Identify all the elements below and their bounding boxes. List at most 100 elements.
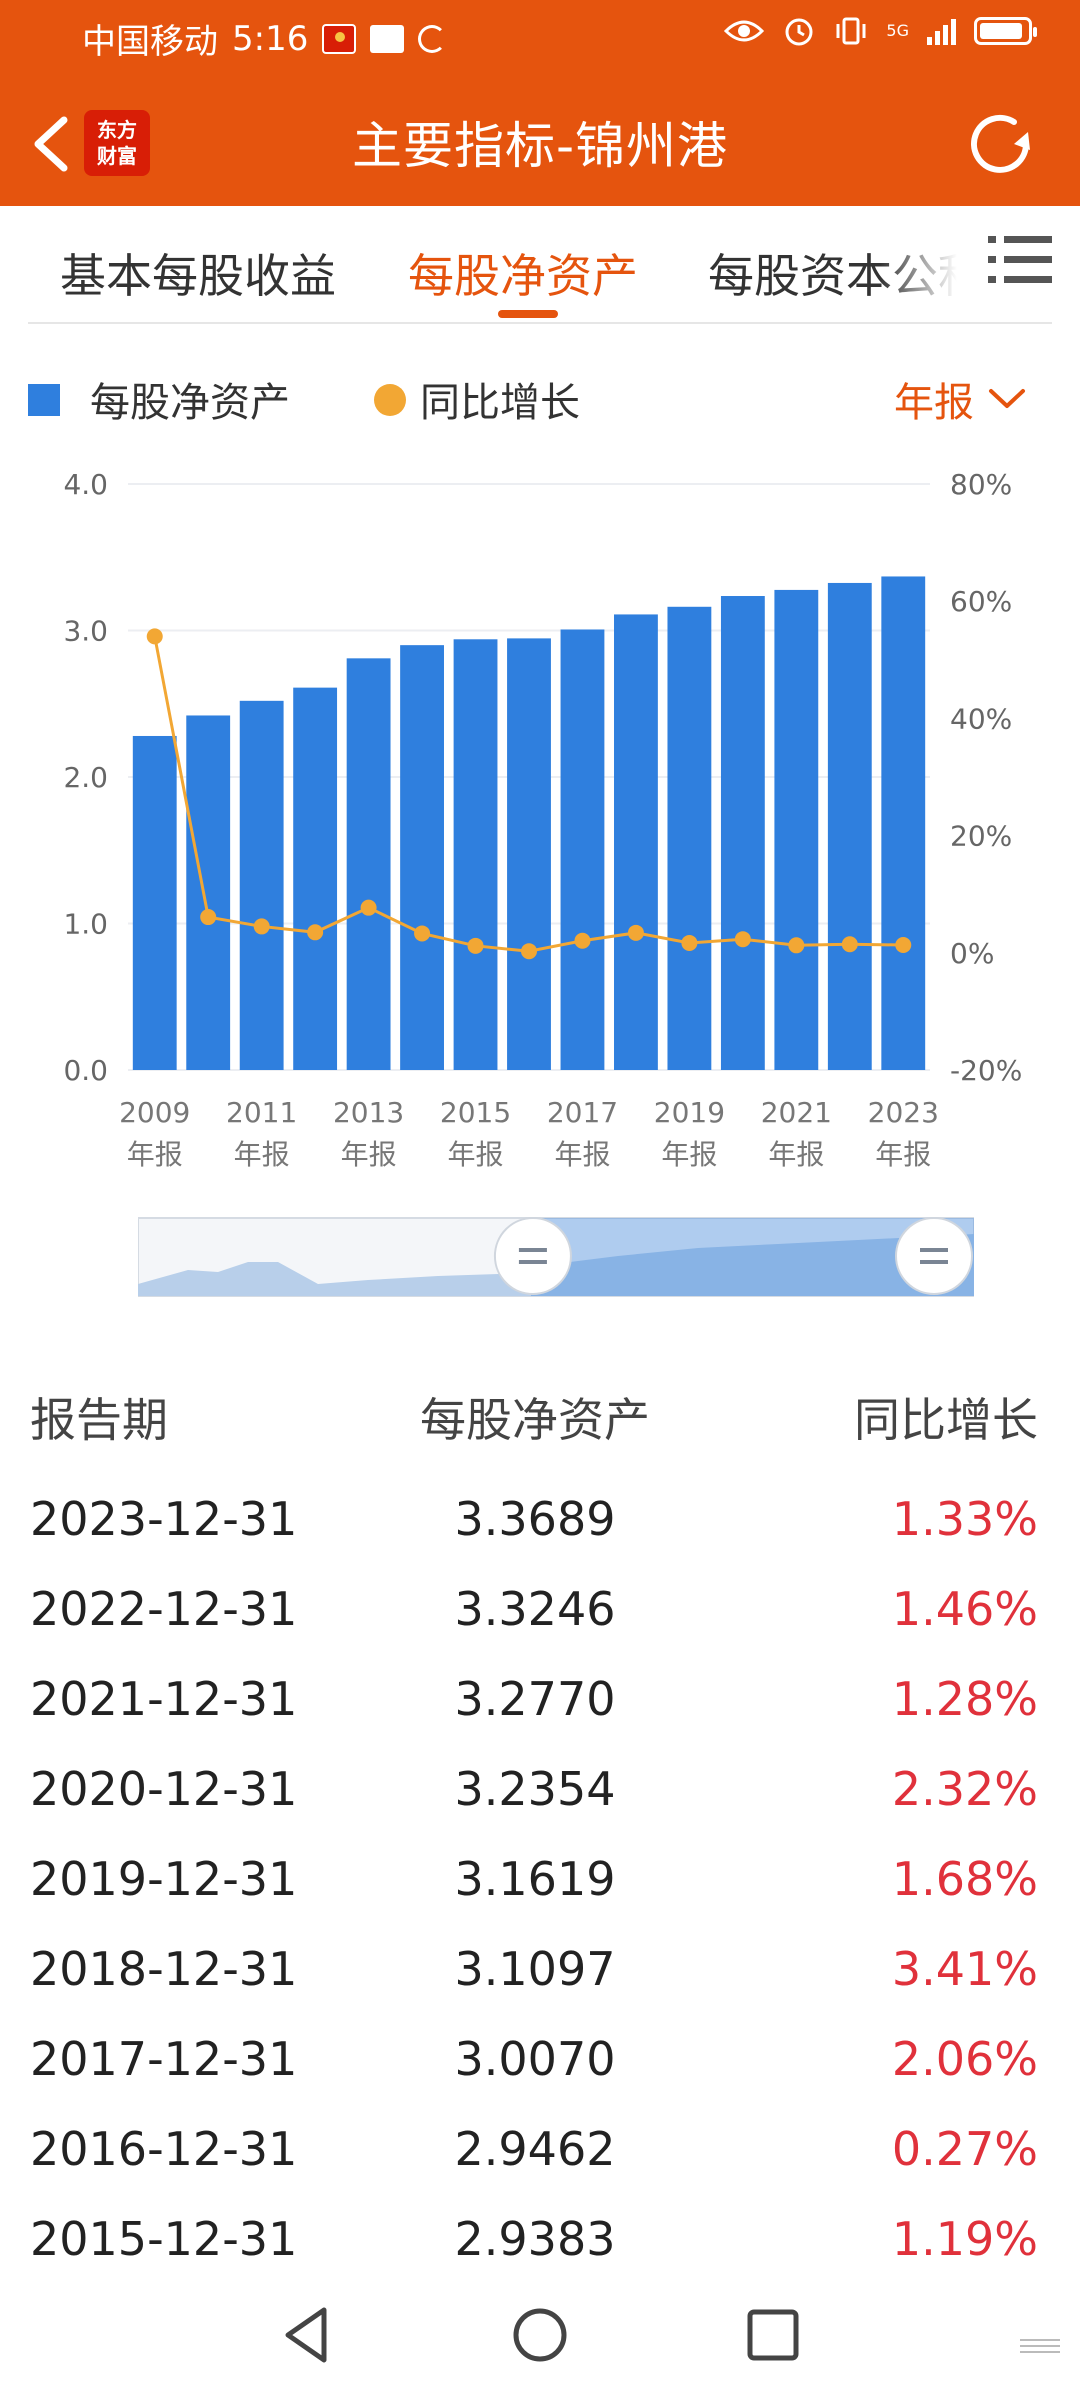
legend-bar-label[interactable]: 每股净资产 — [90, 380, 290, 426]
refresh-icon[interactable] — [960, 104, 1040, 184]
yoy-point — [253, 918, 270, 935]
battery-icon — [974, 17, 1037, 45]
logo-line2: 财富 — [97, 144, 137, 168]
yoy-point — [734, 931, 751, 948]
legend-bar-swatch — [28, 384, 60, 416]
x-tick-suffix: 年报 — [127, 1138, 183, 1171]
yoy-point — [895, 937, 912, 954]
y-right-tick: 40% — [950, 702, 1012, 735]
row-period: 2021-12-31 — [30, 1672, 298, 1726]
x-tick-year: 2019 — [654, 1096, 725, 1129]
row-yoy: 1.68% — [891, 1852, 1038, 1906]
alarm-icon — [785, 18, 813, 46]
row-period: 2018-12-31 — [30, 1942, 298, 1996]
bar — [346, 658, 391, 1070]
row-yoy: 1.33% — [891, 1492, 1038, 1546]
row-net-assets: 3.1619 — [454, 1852, 616, 1906]
zoom-handle-left[interactable] — [493, 1217, 572, 1295]
header-yoy: 同比增长 — [854, 1393, 1038, 1447]
table-row[interactable]: 2019-12-31 3.1619 1.68% — [0, 1838, 1080, 1928]
back-arrow-icon[interactable] — [28, 114, 74, 174]
row-net-assets: 2.9383 — [454, 2212, 616, 2266]
top-bar: 中国移动 5:16 5G — [0, 0, 1080, 206]
x-tick-year: 2021 — [761, 1096, 832, 1129]
y-right-tick: 80% — [950, 468, 1012, 501]
bar — [186, 715, 231, 1070]
x-tick-year: 2023 — [868, 1096, 939, 1129]
bar — [827, 582, 872, 1070]
row-period: 2019-12-31 — [30, 1852, 298, 1906]
bar — [453, 639, 498, 1070]
nav-bar: 东方 财富 主要指标-锦州港 — [0, 80, 1080, 206]
row-net-assets: 3.2354 — [454, 1762, 616, 1816]
table-row[interactable]: 2023-12-31 3.3689 1.33% — [0, 1478, 1080, 1568]
bar — [560, 629, 605, 1070]
row-period: 2022-12-31 — [30, 1582, 298, 1636]
x-tick-suffix: 年报 — [554, 1138, 610, 1171]
menu-icon[interactable] — [988, 234, 1052, 286]
legend-line-label[interactable]: 同比增长 — [420, 380, 580, 426]
table-row[interactable]: 2020-12-31 3.2354 2.32% — [0, 1748, 1080, 1838]
bar — [507, 638, 551, 1070]
chart-legend: 每股净资产 同比增长 年报 — [0, 360, 1080, 440]
row-net-assets: 2.9462 — [454, 2122, 616, 2176]
signal-icon — [927, 17, 956, 45]
yoy-point — [627, 924, 644, 941]
square-recent-icon[interactable] — [738, 2300, 808, 2370]
carrier-name: 中国移动 — [82, 22, 218, 62]
row-period: 2023-12-31 — [30, 1492, 298, 1546]
circle-home-icon[interactable] — [505, 2300, 575, 2370]
tab-basic-eps[interactable]: 基本每股收益 — [60, 249, 336, 303]
table-row[interactable]: 2018-12-31 3.1097 3.41% — [0, 1928, 1080, 2018]
row-yoy: 1.28% — [891, 1672, 1038, 1726]
page-title: 主要指标-锦州港 — [351, 117, 729, 175]
triangle-back-icon[interactable] — [272, 2300, 342, 2370]
tab-net-assets-per-share[interactable]: 每股净资产 — [408, 249, 638, 303]
loading-icon — [418, 24, 447, 53]
row-period: 2015-12-31 — [30, 2212, 298, 2266]
logo-line1: 东方 — [97, 118, 137, 142]
y-right-tick: 60% — [950, 585, 1012, 618]
zoom-handle-right[interactable] — [895, 1217, 973, 1295]
yoy-point — [841, 936, 858, 953]
row-net-assets: 3.3689 — [454, 1492, 616, 1546]
zoom-slider[interactable] — [138, 1208, 974, 1300]
yoy-point — [360, 899, 377, 916]
x-tick-suffix: 年报 — [768, 1138, 824, 1171]
row-net-assets: 3.1097 — [454, 1942, 616, 1996]
app-logo: 东方 财富 — [84, 110, 150, 176]
status-time: 5:16 — [232, 18, 309, 59]
y-left-tick: 2.0 — [63, 761, 108, 794]
header-net-assets: 每股净资产 — [420, 1393, 650, 1447]
yoy-point — [574, 932, 591, 949]
yoy-point — [200, 909, 217, 926]
y-right-tick: 0% — [950, 937, 994, 970]
status-bar: 中国移动 5:16 5G — [0, 0, 1080, 72]
y-left-tick: 0.0 — [63, 1054, 108, 1087]
row-yoy: 2.32% — [891, 1762, 1038, 1816]
bar — [239, 700, 284, 1070]
table-row[interactable]: 2015-12-31 2.9383 1.19% — [0, 2198, 1080, 2288]
notification-icon — [370, 24, 405, 53]
table-row[interactable]: 2016-12-31 2.9462 0.27% — [0, 2108, 1080, 2198]
yoy-point — [414, 925, 431, 942]
table-row[interactable]: 2022-12-31 3.3246 1.46% — [0, 1568, 1080, 1658]
row-period: 2020-12-31 — [30, 1762, 298, 1816]
x-tick-suffix: 年报 — [341, 1138, 397, 1171]
row-yoy: 1.46% — [891, 1582, 1038, 1636]
period-select[interactable]: 年报 — [894, 370, 1026, 428]
row-net-assets: 3.2770 — [454, 1672, 616, 1726]
row-yoy: 0.27% — [891, 2122, 1038, 2176]
header-period: 报告期 — [30, 1393, 168, 1447]
yoy-point — [307, 924, 324, 941]
table-row[interactable]: 2021-12-31 3.2770 1.28% — [0, 1658, 1080, 1748]
x-tick-suffix: 年报 — [448, 1138, 504, 1171]
bar — [667, 606, 712, 1070]
legend-line-swatch — [374, 384, 406, 416]
row-yoy: 2.06% — [891, 2032, 1038, 2086]
row-yoy: 3.41% — [891, 1942, 1038, 1996]
table-row[interactable]: 2017-12-31 3.0070 2.06% — [0, 2018, 1080, 2108]
x-tick-suffix: 年报 — [234, 1138, 290, 1171]
eye-icon — [724, 20, 765, 42]
y-right-tick: -20% — [950, 1054, 1022, 1087]
